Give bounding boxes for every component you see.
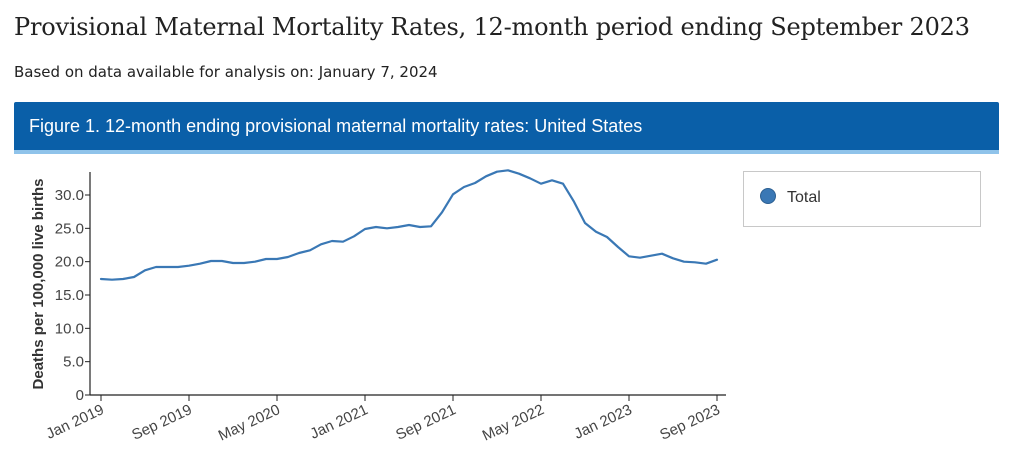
y-tick-label: 25.0	[55, 220, 84, 237]
data-point[interactable]	[351, 233, 357, 239]
data-point[interactable]	[527, 175, 533, 181]
y-axis-title: Deaths per 100,000 live births	[30, 179, 47, 390]
data-point[interactable]	[362, 226, 368, 232]
data-point[interactable]	[318, 241, 324, 247]
x-tick-label: Jan 2019	[44, 401, 107, 442]
figure-title: Figure 1. 12-month ending provisional ma…	[29, 116, 643, 136]
data-point[interactable]	[615, 244, 621, 250]
legend: Total	[743, 171, 981, 227]
data-point[interactable]	[659, 251, 665, 257]
data-point[interactable]	[384, 225, 390, 231]
x-tick-label: Sep 2023	[657, 401, 722, 444]
y-tick-label: 10.0	[55, 320, 84, 337]
data-point[interactable]	[208, 258, 214, 264]
series-layer	[98, 167, 720, 283]
data-point[interactable]	[703, 261, 709, 267]
y-tick-label: 20.0	[55, 254, 84, 271]
data-point[interactable]	[340, 239, 346, 245]
x-tick-label: May 2020	[216, 401, 283, 444]
x-tick-label: Sep 2021	[393, 401, 458, 444]
data-availability-note: Based on data available for analysis on:…	[14, 63, 438, 81]
data-point[interactable]	[142, 267, 148, 273]
data-point[interactable]	[549, 177, 555, 183]
y-tick-label: 30.0	[55, 187, 84, 204]
data-point[interactable]	[373, 224, 379, 230]
x-tick-label: May 2022	[480, 401, 547, 444]
data-point[interactable]	[494, 169, 500, 175]
data-point[interactable]	[670, 255, 676, 261]
data-point[interactable]	[450, 191, 456, 197]
y-tick-label: 15.0	[55, 287, 84, 304]
data-point[interactable]	[439, 209, 445, 215]
data-point[interactable]	[120, 276, 126, 282]
data-point[interactable]	[131, 274, 137, 280]
data-point[interactable]	[164, 264, 170, 270]
data-point[interactable]	[626, 253, 632, 259]
y-tick-label: 5.0	[63, 354, 84, 371]
data-point[interactable]	[648, 253, 654, 259]
data-point[interactable]	[582, 220, 588, 226]
x-tick-label: Jan 2023	[572, 401, 635, 442]
data-point[interactable]	[714, 257, 720, 263]
y-tick-label: 0	[76, 387, 84, 404]
series-line-total	[99, 169, 719, 281]
legend-label-total: Total	[787, 189, 821, 206]
data-point[interactable]	[274, 256, 280, 262]
data-point[interactable]	[175, 264, 181, 270]
data-point[interactable]	[395, 224, 401, 230]
data-point[interactable]	[230, 260, 236, 266]
x-tick-label: Jan 2021	[308, 401, 371, 442]
data-point[interactable]	[329, 238, 335, 244]
data-point[interactable]	[219, 258, 225, 264]
data-point[interactable]	[406, 222, 412, 228]
page-title: Provisional Maternal Mortality Rates, 12…	[14, 13, 970, 41]
data-point[interactable]	[186, 263, 192, 269]
y-axis: 0 5.0 10.0 15.0 20.0 25.0 30.0	[55, 172, 91, 404]
data-point[interactable]	[472, 180, 478, 186]
data-point[interactable]	[296, 250, 302, 256]
data-point[interactable]	[692, 259, 698, 265]
data-point[interactable]	[109, 277, 115, 283]
data-point[interactable]	[637, 255, 643, 261]
x-tick-label: Sep 2019	[129, 401, 194, 444]
data-point[interactable]	[153, 264, 159, 270]
data-point[interactable]	[252, 259, 258, 265]
data-point[interactable]	[483, 173, 489, 179]
data-point[interactable]	[197, 261, 203, 267]
data-point[interactable]	[560, 181, 566, 187]
data-point[interactable]	[505, 167, 511, 173]
data-point[interactable]	[593, 229, 599, 235]
legend-swatch-total[interactable]	[760, 188, 776, 204]
data-point[interactable]	[604, 234, 610, 240]
data-point[interactable]	[98, 276, 104, 282]
figure-header-accent-bar	[14, 150, 999, 154]
figure-header: Figure 1. 12-month ending provisional ma…	[14, 102, 999, 150]
data-point[interactable]	[571, 199, 577, 205]
data-point[interactable]	[241, 260, 247, 266]
x-axis: Jan 2019 Sep 2019 May 2020 Jan 2021 Sep 2021…	[44, 394, 726, 444]
data-point[interactable]	[285, 254, 291, 260]
data-point[interactable]	[417, 224, 423, 230]
data-point[interactable]	[461, 184, 467, 190]
data-point[interactable]	[516, 171, 522, 177]
data-point[interactable]	[263, 256, 269, 262]
data-point[interactable]	[307, 247, 313, 253]
data-point[interactable]	[538, 181, 544, 187]
data-point[interactable]	[428, 223, 434, 229]
data-point[interactable]	[681, 259, 687, 265]
